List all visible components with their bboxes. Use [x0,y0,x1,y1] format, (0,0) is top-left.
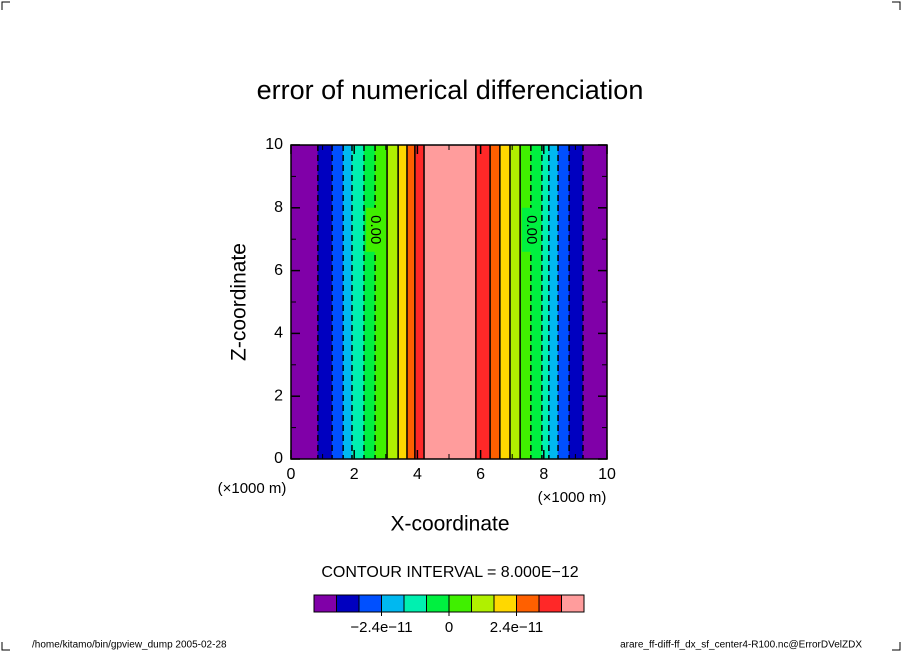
y-tick-label: 0 [274,450,283,467]
chart-title: error of numerical differenciation [257,75,644,105]
colorbar-box [426,594,450,613]
band [548,144,559,460]
colorbar-tick-label: −2.4e−11 [350,619,412,636]
band [397,144,408,460]
band [541,144,550,460]
band [414,144,425,460]
band [557,144,570,460]
y-tick-label: 10 [265,136,283,153]
contour-interval: CONTOUR INTERVAL = 8.000E−12 [321,564,578,581]
contour-label: 0.00 [523,215,540,244]
x-tick-label: 0 [287,466,296,483]
contour-label: 0.00 [367,215,384,244]
x-tick-label: 10 [598,466,616,483]
x-axis-label: X-coordinate [390,513,509,536]
colorbar-tick-label: 2.4e−11 [490,619,544,636]
corner [1,642,10,651]
colorbar-box [358,594,382,613]
unit-label: (×1000 m) [538,489,607,506]
band [519,144,532,460]
x-tick-label: 8 [539,466,548,483]
y-tick-label: 6 [274,262,283,279]
colorbar-tick-label: 0 [445,619,453,636]
band [423,144,477,460]
y-tick-label: 2 [274,387,283,404]
band [317,144,333,460]
x-tick-label: 4 [413,466,422,483]
band [509,144,521,460]
colorbar-box [313,594,337,613]
unit-label: (×1000 m) [218,480,287,497]
band [530,144,543,460]
colorbar-box [471,594,495,613]
band [386,144,399,460]
band [489,144,501,460]
colorbar-box [336,594,360,613]
footer-left: /home/kitamo/bin/gpview_dump 2005-02-28 [32,640,227,651]
colorbar-box [561,594,585,613]
band [342,144,353,460]
footer-right: arare_ff-diff-ff_dx_sf_center4-R100.nc@E… [620,640,862,651]
y-axis-label: Z-coordinate [228,243,251,361]
colorbar-box [381,594,405,613]
colorbar-box [538,594,562,613]
contour-label-bg [366,207,385,252]
band [351,144,365,460]
y-tick-label: 4 [274,325,283,342]
band [499,144,511,460]
band [374,144,388,460]
band [568,144,584,460]
contour-label-bg [521,207,540,252]
colorbar-box [493,594,517,613]
corner [892,642,901,651]
corner [892,1,901,10]
y-tick-label: 8 [274,199,283,216]
x-tick-label: 6 [476,466,485,483]
colorbar-box [403,594,427,613]
colorbar-box [516,594,540,613]
band [475,144,491,460]
band [331,144,344,460]
corner [1,1,10,10]
band [363,144,376,460]
colorbar-box [448,594,472,613]
band [406,144,416,460]
x-tick-label: 2 [350,466,359,483]
